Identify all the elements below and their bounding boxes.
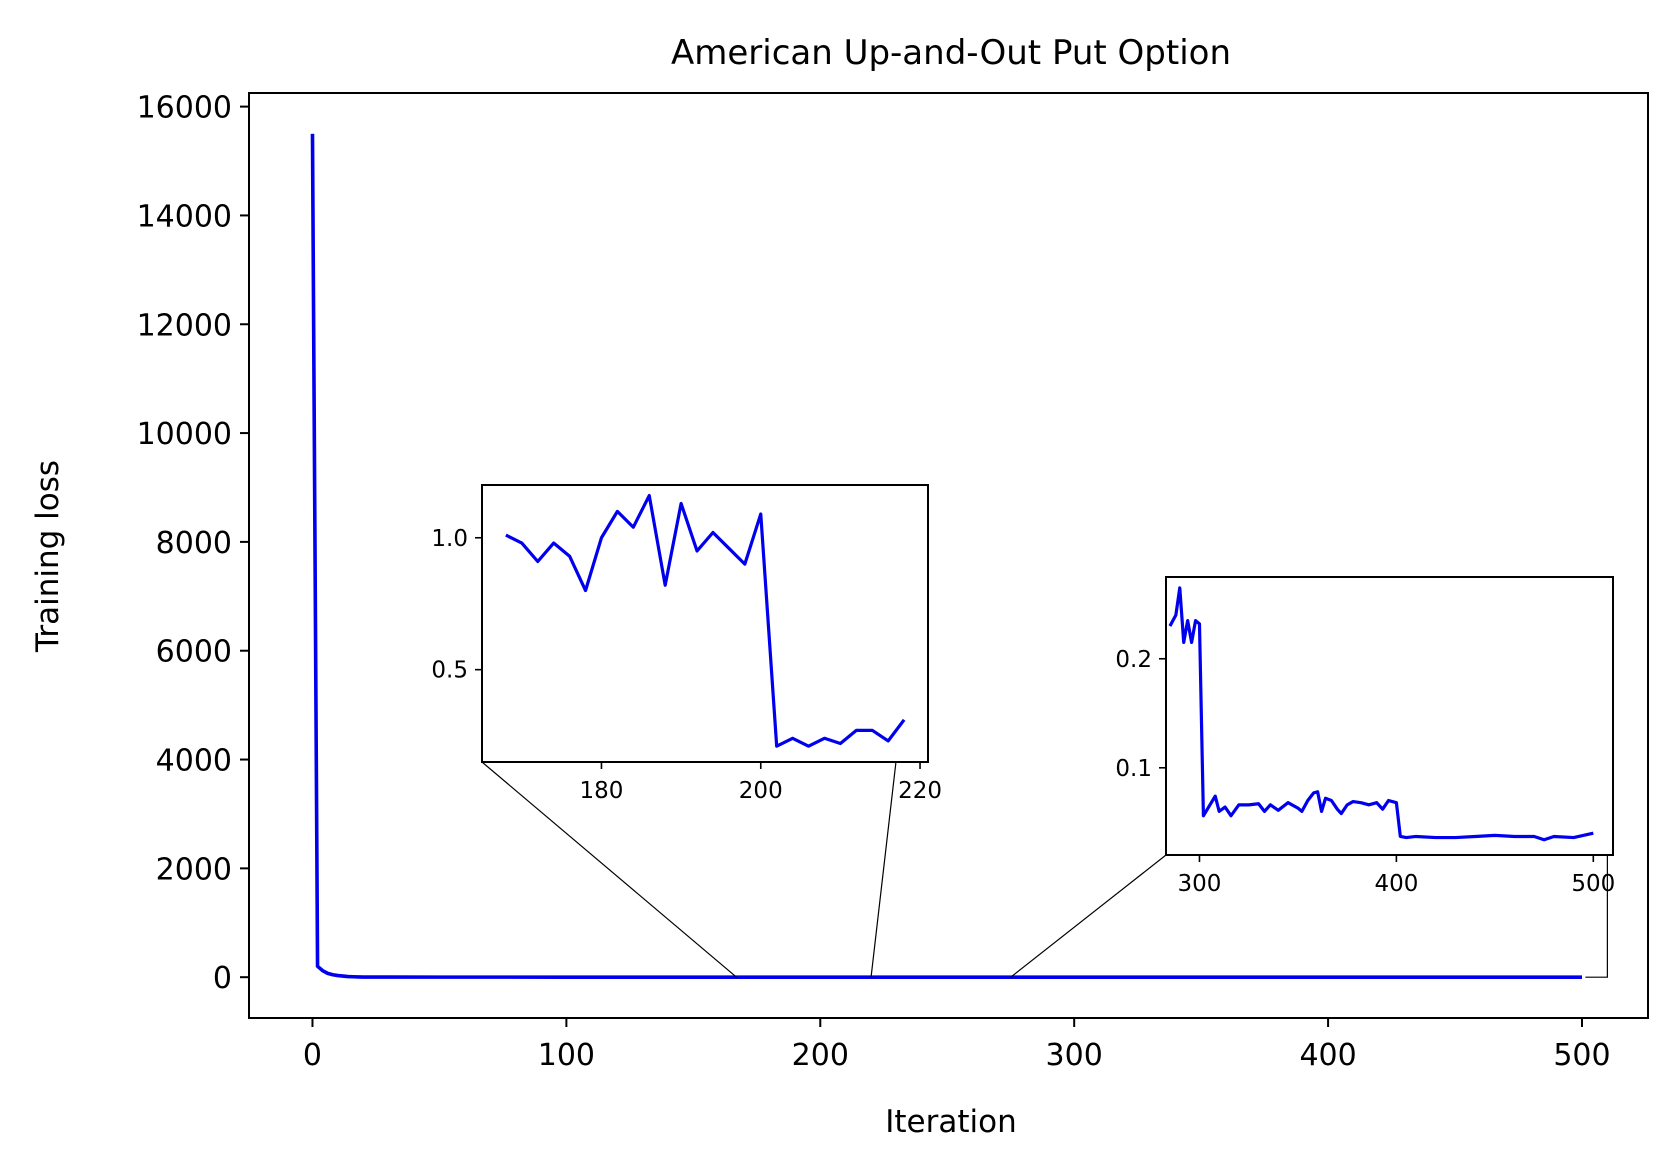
inset-x-tick-label: 200 <box>739 778 783 804</box>
y-tick-label: 14000 <box>137 199 232 234</box>
inset-y-tick-label: 1.0 <box>431 526 468 552</box>
inset-y-tick-label: 0.2 <box>1115 647 1152 673</box>
y-tick-label: 12000 <box>137 308 232 343</box>
main-axes-frame <box>248 92 1649 1019</box>
zoom-region-marker <box>1585 855 1608 978</box>
zoom-connector-line <box>481 761 737 978</box>
inset-y-tick-label: 0.5 <box>431 658 468 684</box>
series-line-training-loss <box>310 133 1582 979</box>
inset-zoom-300-500: 300 400 500 0.1 0.2 <box>1115 576 1615 897</box>
inset-y-tick-label: 0.1 <box>1115 756 1152 782</box>
y-tick-label: 2000 <box>156 852 232 887</box>
x-tick-label: 500 <box>1553 1038 1610 1073</box>
inset-frame <box>481 484 929 763</box>
inset-frame <box>1165 576 1614 856</box>
y-tick-label: 16000 <box>137 91 232 126</box>
y-tick-label: 6000 <box>156 635 232 670</box>
x-axis-label: Iteration <box>885 1104 1017 1140</box>
x-tick-label: 0 <box>303 1038 322 1073</box>
y-tick-label: 0 <box>213 961 232 996</box>
inset-x-tick-label: 500 <box>1571 871 1615 897</box>
inset-x-tick-label: 300 <box>1178 871 1222 897</box>
x-tick-label: 300 <box>1046 1038 1103 1073</box>
inset-series-line <box>505 493 906 748</box>
y-tick-label: 4000 <box>156 744 232 779</box>
y-tick-label: 8000 <box>156 526 232 561</box>
y-tick-label: 10000 <box>137 417 232 452</box>
inset-x-tick-label: 220 <box>898 778 942 804</box>
x-tick-label: 200 <box>792 1038 849 1073</box>
x-tick-label: 400 <box>1299 1038 1356 1073</box>
zoom-connector-line <box>1010 854 1167 978</box>
inset-series-line <box>1168 586 1594 842</box>
inset-x-tick-label: 180 <box>580 778 624 804</box>
chart-title: American Up-and-Out Put Option <box>671 33 1231 73</box>
y-axis-label: Training loss <box>30 460 66 653</box>
main-plot-area: 0 100 200 300 400 500 0 2000 4000 6000 8000 10000 12… <box>137 91 1649 1073</box>
inset-x-tick-label: 400 <box>1374 871 1418 897</box>
x-tick-label: 100 <box>538 1038 595 1073</box>
inset-zoom-180-220: 180 200 220 0.5 1.0 <box>431 484 942 804</box>
